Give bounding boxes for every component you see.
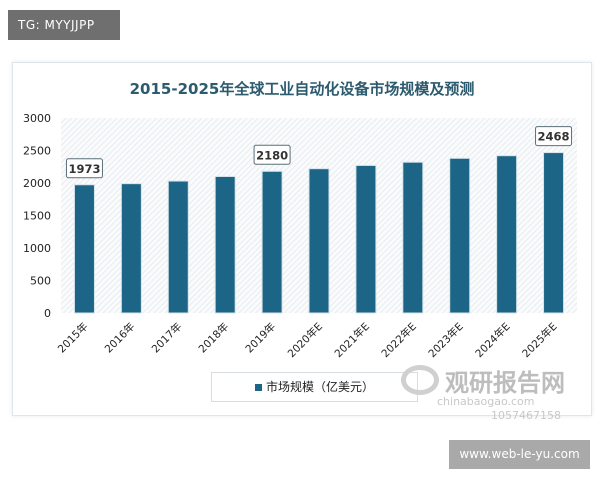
data-label: 2180 [256,148,288,162]
data-label: 1973 [68,162,100,176]
y-tick-label: 2500 [23,145,51,158]
legend-label: 市场规模（亿美元） [265,380,374,394]
legend: 市场规模（亿美元） [211,372,418,402]
watermark-logo-icon [401,365,439,395]
x-tick-label: 2025年E [519,320,559,360]
x-tick-label: 2021年E [332,320,372,360]
x-tick-label: 2022年E [379,320,419,360]
y-tick-label: 3000 [23,112,51,125]
bar [261,170,283,314]
bar [308,168,330,314]
bar [73,184,95,314]
watermark-line2: 10574671​58 [491,409,561,422]
x-tick-label: 2016年 [102,320,138,356]
y-tick-label: 1500 [23,210,51,223]
bar [214,176,236,314]
x-tick-label: 2015年 [55,320,91,356]
chart-title: 2015-2025年全球工业自动化设备市场规模及预测 [129,80,475,98]
data-label-box [535,126,573,147]
data-label-box [253,144,291,165]
bar [496,155,518,314]
chart-card: 2015-2025年全球工业自动化设备市场规模及预测 0 500 1000 1500 2… [12,62,592,422]
data-label: 2468 [538,130,570,144]
watermark-brand: 观研报告网 [445,369,565,397]
x-tick-label: 2019年 [243,320,279,356]
bar-chart: 0 500 1000 1500 2000 2500 3000 2015年 1973 2016年 20… [23,112,577,360]
bar [449,157,471,314]
y-tick-label: 0 [44,307,51,320]
legend-swatch [254,384,262,391]
bar [167,180,189,314]
watermark-line1: chinabaogao.com [437,395,535,408]
bar [402,161,424,314]
data-label-box [65,158,103,179]
y-tick-label: 2000 [23,177,51,190]
bar [543,152,565,314]
bar [120,183,142,314]
x-tick-label: 2023年E [426,320,466,360]
x-tick-label: 2018年 [196,320,232,356]
bar [355,164,377,314]
x-tick-label: 2024年E [473,320,513,360]
tg-badge: TG: MYYJJPP [8,10,120,40]
y-tick-label: 1000 [23,242,51,255]
x-tick-label: 2020年E [285,320,325,360]
y-tick-label: 500 [30,275,51,288]
x-tick-label: 2017年 [149,320,185,356]
site-badge: www.web-le-yu.com [449,440,590,469]
